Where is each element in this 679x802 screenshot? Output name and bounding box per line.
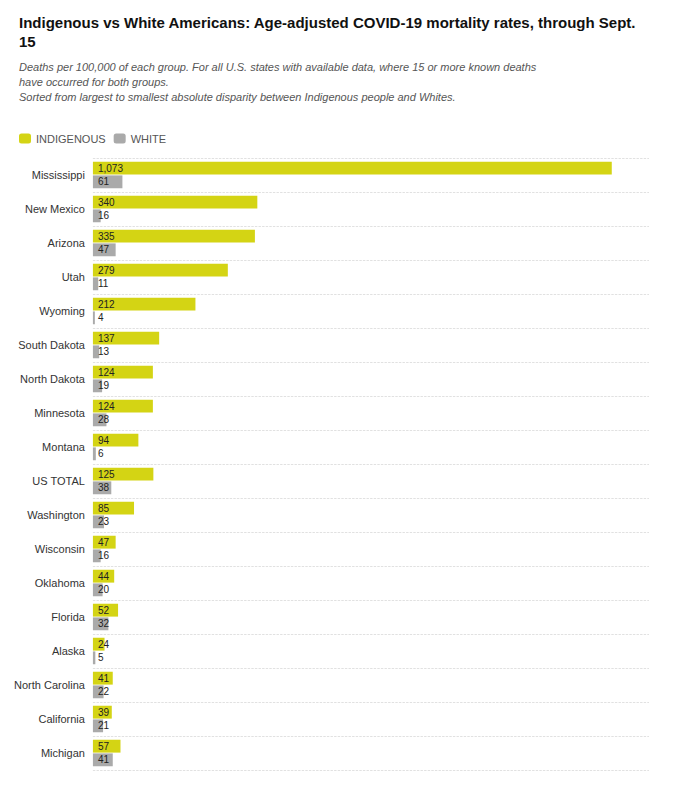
svg-text:New Mexico: New Mexico: [25, 203, 85, 215]
svg-text:15: 15: [19, 33, 36, 50]
svg-text:Florida: Florida: [51, 611, 86, 623]
svg-text:39: 39: [98, 707, 110, 718]
svg-text:137: 137: [98, 333, 115, 344]
svg-text:North Carolina: North Carolina: [14, 679, 86, 691]
svg-text:North Dakota: North Dakota: [20, 373, 86, 385]
svg-text:57: 57: [98, 741, 110, 752]
svg-text:California: California: [38, 713, 85, 725]
svg-text:Utah: Utah: [62, 271, 85, 283]
svg-text:94: 94: [98, 435, 110, 446]
svg-text:47: 47: [98, 537, 110, 548]
svg-text:22: 22: [98, 686, 110, 697]
svg-text:24: 24: [98, 639, 110, 650]
svg-text:85: 85: [98, 503, 110, 514]
svg-text:61: 61: [98, 176, 110, 187]
svg-text:South Dakota: South Dakota: [18, 339, 86, 351]
svg-text:WHITE: WHITE: [131, 133, 166, 145]
svg-text:6: 6: [98, 448, 104, 459]
svg-text:4: 4: [98, 312, 104, 323]
svg-text:16: 16: [98, 550, 110, 561]
svg-text:Deaths per 100,000 of each gro: Deaths per 100,000 of each group. For al…: [19, 61, 539, 73]
svg-text:16: 16: [98, 210, 110, 221]
svg-text:5: 5: [98, 652, 104, 663]
svg-text:52: 52: [98, 605, 110, 616]
svg-text:Sorted from largest to smalles: Sorted from largest to smallest absolute…: [19, 91, 456, 103]
svg-text:Oklahoma: Oklahoma: [35, 577, 86, 589]
svg-text:20: 20: [98, 584, 110, 595]
svg-text:125: 125: [98, 469, 115, 480]
svg-text:44: 44: [98, 571, 110, 582]
svg-text:38: 38: [98, 482, 110, 493]
svg-text:23: 23: [98, 516, 110, 527]
svg-text:1,073: 1,073: [98, 163, 123, 174]
svg-text:32: 32: [98, 618, 110, 629]
svg-text:41: 41: [98, 673, 110, 684]
svg-text:340: 340: [98, 197, 115, 208]
svg-text:335: 335: [98, 231, 115, 242]
svg-text:19: 19: [98, 380, 110, 391]
svg-text:Indigenous vs White Americans:: Indigenous vs White Americans: Age-adjus…: [19, 14, 636, 31]
svg-text:Arizona: Arizona: [48, 237, 86, 249]
svg-text:US TOTAL: US TOTAL: [32, 475, 85, 487]
svg-text:41: 41: [98, 754, 110, 765]
svg-text:Wisconsin: Wisconsin: [35, 543, 85, 555]
svg-text:13: 13: [98, 346, 110, 357]
svg-text:Montana: Montana: [42, 441, 86, 453]
svg-text:11: 11: [98, 278, 109, 289]
svg-text:have occurred for both groups.: have occurred for both groups.: [19, 76, 169, 88]
svg-text:Mississippi: Mississippi: [32, 169, 85, 181]
svg-text:Washington: Washington: [27, 509, 85, 521]
svg-text:Wyoming: Wyoming: [39, 305, 85, 317]
svg-text:28: 28: [98, 414, 110, 425]
svg-text:INDIGENOUS: INDIGENOUS: [36, 133, 106, 145]
svg-text:Michigan: Michigan: [41, 747, 85, 759]
svg-text:47: 47: [98, 244, 110, 255]
svg-text:124: 124: [98, 367, 115, 378]
svg-text:21: 21: [98, 720, 110, 731]
svg-text:Minnesota: Minnesota: [34, 407, 86, 419]
svg-text:279: 279: [98, 265, 115, 276]
svg-text:Alaska: Alaska: [52, 645, 86, 657]
svg-text:212: 212: [98, 299, 115, 310]
svg-text:124: 124: [98, 401, 115, 412]
